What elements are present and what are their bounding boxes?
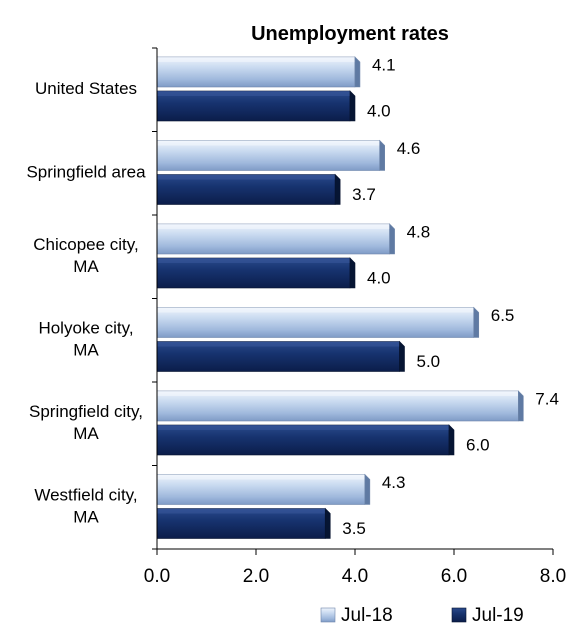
legend: Jul-18 Jul-19 [320, 605, 524, 626]
data-label-jul-18-4: 7.4 [535, 389, 559, 408]
data-label-jul-19-3: 5.0 [417, 352, 441, 371]
category-label-2: Chicopee city, MA [33, 235, 139, 276]
x-tick-label: 0.0 [144, 566, 170, 587]
legend-label: Jul-19 [472, 605, 524, 626]
bar-jul-18-4 [156, 390, 524, 422]
data-label-jul-19-0: 4.0 [367, 101, 391, 120]
data-label-jul-18-5: 4.3 [382, 473, 406, 492]
bar-jul-18-2 [156, 223, 395, 255]
category-label-4: Springfield city, MA [29, 402, 143, 443]
legend-label: Jul-18 [341, 605, 393, 626]
bar-jul-19-3 [156, 340, 405, 372]
category-label-1: Springfield area [26, 163, 146, 182]
legend-swatch [320, 607, 336, 623]
chart-title: Unemployment rates [251, 23, 449, 45]
bars-layer: 4.1 4.0 4.6 3.7 4.8 4.0 6.5 5.0 7.4 6.0 4.3 3.5 [156, 55, 559, 539]
data-label-jul-18-1: 4.6 [397, 139, 421, 158]
data-label-jul-19-4: 6.0 [466, 435, 490, 454]
bar-jul-18-0 [156, 56, 361, 88]
data-label-jul-19-1: 3.7 [352, 185, 376, 204]
bar-jul-19-5 [156, 507, 331, 539]
bar-jul-18-5 [156, 473, 371, 505]
x-tick-label: 4.0 [342, 566, 368, 587]
axes: United States Springfield area Chicopee ci… [26, 47, 566, 587]
category-label-3: Holyoke city, MA [38, 319, 133, 360]
bar-jul-19-1 [156, 173, 341, 205]
data-label-jul-18-2: 4.8 [407, 222, 431, 241]
x-tick-label: 2.0 [243, 566, 269, 587]
bar-jul-18-1 [156, 139, 386, 171]
bar-jul-19-0 [156, 90, 356, 122]
data-label-jul-19-2: 4.0 [367, 268, 391, 287]
legend-item-jul-18: Jul-18 [320, 605, 393, 626]
legend-swatch [451, 607, 467, 623]
data-label-jul-19-5: 3.5 [342, 519, 366, 538]
data-label-jul-18-0: 4.1 [372, 55, 396, 74]
bar-jul-18-3 [156, 306, 480, 338]
x-tick-label: 8.0 [540, 566, 566, 587]
category-label-5: Westfield city, MA [34, 486, 137, 527]
bar-jul-19-2 [156, 257, 356, 289]
category-label-0: United States [35, 79, 137, 98]
data-label-jul-18-3: 6.5 [491, 306, 515, 325]
bar-jul-19-4 [156, 424, 455, 456]
x-tick-label: 6.0 [441, 566, 467, 587]
legend-item-jul-19: Jul-19 [451, 605, 524, 626]
